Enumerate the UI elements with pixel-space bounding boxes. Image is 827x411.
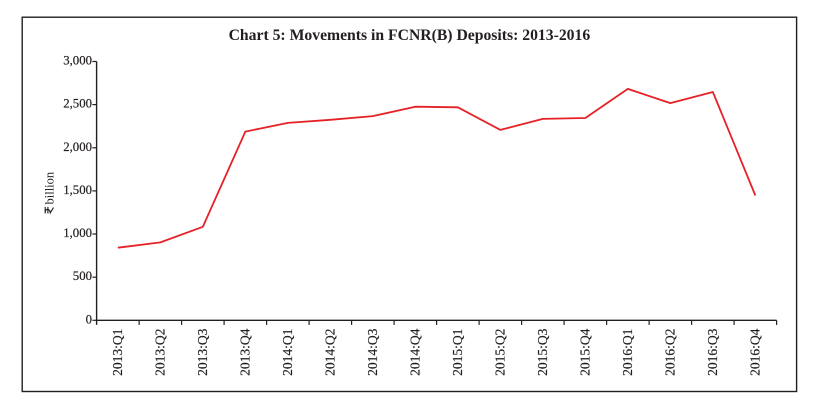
svg-text:1,000: 1,000 [63, 226, 92, 240]
svg-text:2015:Q4: 2015:Q4 [578, 328, 593, 376]
svg-text:2,000: 2,000 [63, 140, 92, 154]
svg-text:2014:Q4: 2014:Q4 [408, 328, 423, 376]
svg-text:2013:Q4: 2013:Q4 [238, 328, 253, 376]
svg-text:billion: billion [43, 171, 57, 204]
svg-text:2013:Q2: 2013:Q2 [153, 329, 168, 376]
svg-text:2014:Q2: 2014:Q2 [323, 329, 338, 376]
svg-text:2015:Q3: 2015:Q3 [535, 328, 550, 376]
svg-text:2014:Q1: 2014:Q1 [280, 329, 295, 376]
svg-text:0: 0 [86, 312, 92, 326]
svg-text:Chart 5: Movements in FCNR(B): Chart 5: Movements in FCNR(B) Deposits: … [229, 27, 591, 44]
svg-text:2016:Q2: 2016:Q2 [663, 329, 678, 376]
svg-text:2016:Q4: 2016:Q4 [748, 328, 763, 376]
svg-text:2,500: 2,500 [63, 97, 92, 111]
svg-text:1,500: 1,500 [63, 183, 92, 197]
svg-text:2013:Q1: 2013:Q1 [110, 329, 125, 376]
svg-text:2015:Q1: 2015:Q1 [450, 329, 465, 376]
svg-text:3,000: 3,000 [63, 54, 92, 68]
svg-text:2014:Q3: 2014:Q3 [365, 328, 380, 376]
svg-text:2015:Q2: 2015:Q2 [493, 329, 508, 376]
svg-text:2016:Q1: 2016:Q1 [620, 329, 635, 376]
svg-text:2016:Q3: 2016:Q3 [705, 328, 720, 376]
svg-text:2013:Q3: 2013:Q3 [195, 328, 210, 376]
svg-text:500: 500 [73, 269, 92, 283]
